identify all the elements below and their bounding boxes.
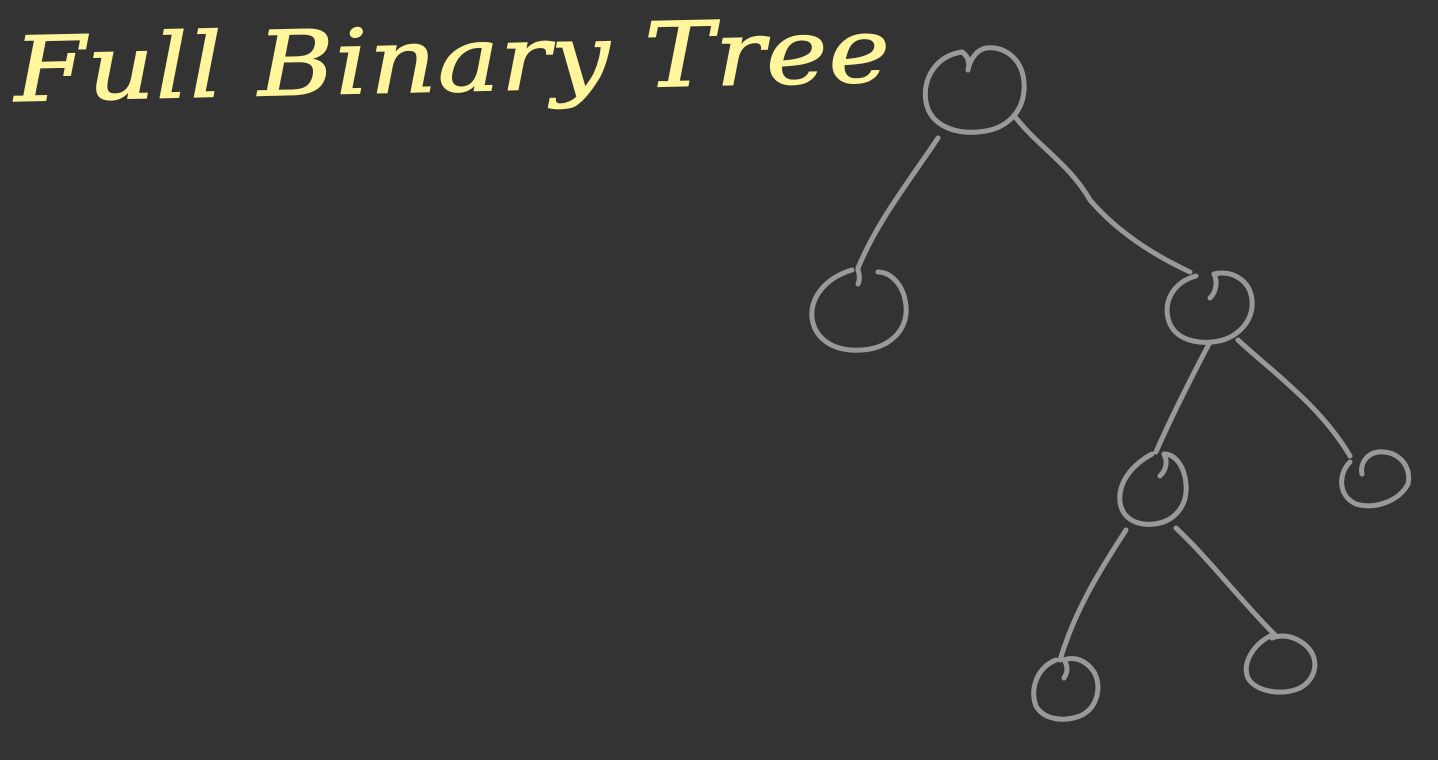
node-root xyxy=(922,45,1027,135)
edge-rightleft-rightleftleft xyxy=(1057,527,1129,663)
node-left xyxy=(809,267,909,353)
edge-rightleft-rightleftright xyxy=(1173,525,1279,639)
edge-root-left xyxy=(855,135,941,271)
node-right xyxy=(1164,270,1255,345)
node-right-left xyxy=(1117,451,1189,527)
node-right-left-left xyxy=(1031,656,1101,722)
node-right-left-right xyxy=(1243,633,1318,695)
node-right-right xyxy=(1339,449,1412,509)
edge-root-right xyxy=(1013,115,1193,275)
edge-right-rightleft xyxy=(1153,339,1213,455)
edge-right-rightright xyxy=(1235,337,1353,459)
